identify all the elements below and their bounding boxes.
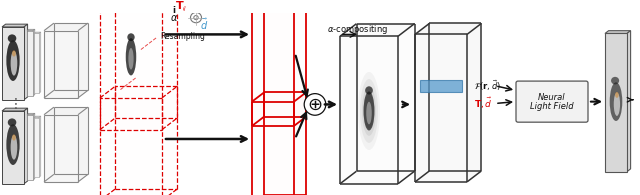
- Ellipse shape: [360, 79, 378, 143]
- Polygon shape: [39, 32, 41, 93]
- Text: Light Field: Light Field: [530, 102, 574, 111]
- Polygon shape: [605, 31, 630, 34]
- Ellipse shape: [11, 135, 17, 160]
- Ellipse shape: [127, 33, 134, 41]
- Ellipse shape: [365, 86, 373, 95]
- Polygon shape: [420, 80, 462, 92]
- Polygon shape: [44, 23, 88, 31]
- Polygon shape: [2, 24, 28, 27]
- Text: $\alpha$: $\alpha$: [170, 13, 179, 23]
- Text: $\mathbf{i}$: $\mathbf{i}$: [172, 4, 176, 15]
- Polygon shape: [34, 34, 39, 93]
- Text: $\vec{d}$: $\vec{d}$: [200, 16, 208, 32]
- Polygon shape: [398, 24, 415, 184]
- Polygon shape: [415, 34, 467, 182]
- Polygon shape: [24, 24, 28, 100]
- Polygon shape: [44, 31, 78, 98]
- Polygon shape: [340, 36, 398, 184]
- Polygon shape: [34, 118, 39, 177]
- Ellipse shape: [362, 86, 376, 136]
- Text: $\mathbf{T}$: $\mathbf{T}$: [175, 0, 184, 11]
- Text: $_{ij}$: $_{ij}$: [182, 4, 188, 14]
- Polygon shape: [605, 34, 627, 172]
- Ellipse shape: [8, 34, 17, 42]
- Ellipse shape: [11, 51, 17, 76]
- Ellipse shape: [6, 124, 20, 165]
- Polygon shape: [78, 23, 88, 98]
- Polygon shape: [44, 107, 88, 115]
- Polygon shape: [78, 107, 88, 182]
- Text: $\alpha$-compositing: $\alpha$-compositing: [328, 23, 388, 36]
- Polygon shape: [39, 116, 41, 177]
- Polygon shape: [627, 31, 630, 172]
- Ellipse shape: [615, 92, 619, 98]
- Polygon shape: [467, 23, 481, 182]
- Polygon shape: [2, 27, 24, 100]
- Polygon shape: [415, 23, 481, 34]
- Ellipse shape: [358, 72, 380, 150]
- Polygon shape: [24, 108, 28, 184]
- Text: ⋮: ⋮: [9, 98, 23, 111]
- Ellipse shape: [129, 48, 134, 70]
- Ellipse shape: [364, 91, 374, 130]
- Ellipse shape: [12, 50, 16, 57]
- Polygon shape: [27, 31, 33, 96]
- Ellipse shape: [611, 77, 619, 84]
- Polygon shape: [33, 29, 35, 96]
- Ellipse shape: [366, 102, 372, 124]
- Text: Neural: Neural: [538, 93, 566, 102]
- Polygon shape: [340, 24, 415, 36]
- Ellipse shape: [8, 118, 17, 126]
- Polygon shape: [252, 0, 306, 9]
- Polygon shape: [27, 113, 35, 115]
- Ellipse shape: [6, 40, 20, 81]
- Text: Resampling: Resampling: [161, 32, 205, 41]
- Ellipse shape: [12, 134, 16, 141]
- Polygon shape: [252, 92, 306, 102]
- Polygon shape: [2, 108, 28, 111]
- Ellipse shape: [610, 82, 622, 121]
- FancyBboxPatch shape: [516, 81, 588, 122]
- Polygon shape: [34, 32, 41, 34]
- Text: $\oplus$: $\oplus$: [307, 95, 323, 113]
- Ellipse shape: [125, 38, 136, 75]
- Polygon shape: [2, 111, 24, 184]
- Ellipse shape: [614, 92, 620, 116]
- Ellipse shape: [364, 93, 374, 129]
- Text: $\mathcal{F}(\mathbf{r},\vec{d})$: $\mathcal{F}(\mathbf{r},\vec{d})$: [474, 78, 501, 93]
- Text: $\mathbf{T}, \vec{d}$: $\mathbf{T}, \vec{d}$: [474, 96, 493, 111]
- Polygon shape: [34, 116, 41, 118]
- Polygon shape: [33, 113, 35, 180]
- Polygon shape: [27, 115, 33, 180]
- Polygon shape: [44, 115, 78, 182]
- Polygon shape: [27, 29, 35, 31]
